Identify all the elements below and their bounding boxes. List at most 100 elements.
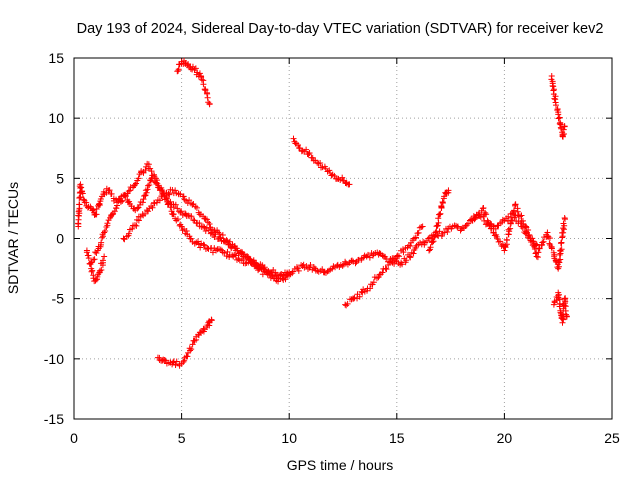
data-point bbox=[533, 253, 540, 260]
data-point bbox=[282, 276, 289, 283]
data-point bbox=[556, 114, 563, 121]
data-layer bbox=[75, 57, 570, 369]
data-point bbox=[561, 215, 568, 222]
data-point bbox=[505, 226, 512, 233]
data-point bbox=[518, 212, 525, 219]
data-point bbox=[172, 201, 179, 208]
data-point bbox=[201, 242, 208, 249]
data-point bbox=[147, 165, 154, 172]
data-point bbox=[290, 135, 297, 142]
data-point bbox=[526, 231, 533, 238]
data-point bbox=[370, 279, 377, 286]
data-point bbox=[162, 192, 169, 199]
data-point bbox=[93, 276, 100, 283]
x-tick-label: 25 bbox=[604, 430, 620, 446]
data-point bbox=[444, 229, 451, 236]
data-point bbox=[132, 181, 139, 188]
data-point bbox=[193, 204, 200, 211]
data-point bbox=[93, 205, 100, 212]
data-point bbox=[194, 238, 201, 245]
y-tick-label: -10 bbox=[44, 351, 64, 367]
data-point bbox=[528, 238, 535, 245]
data-point bbox=[431, 233, 438, 240]
data-point bbox=[563, 313, 570, 320]
data-point bbox=[348, 257, 355, 264]
data-point bbox=[233, 245, 240, 252]
data-point bbox=[427, 244, 434, 251]
data-point bbox=[412, 234, 419, 241]
data-point bbox=[173, 358, 180, 365]
data-point bbox=[197, 329, 204, 336]
data-point bbox=[505, 213, 512, 220]
data-point bbox=[87, 261, 94, 268]
data-point bbox=[432, 229, 439, 236]
data-point bbox=[143, 189, 150, 196]
data-point bbox=[149, 204, 156, 211]
series-arc-rise-17 bbox=[426, 187, 452, 254]
data-point bbox=[133, 180, 140, 187]
data-point bbox=[410, 250, 417, 257]
data-point bbox=[153, 199, 160, 206]
data-point bbox=[111, 208, 118, 215]
data-point bbox=[98, 239, 105, 246]
data-point bbox=[99, 233, 106, 240]
data-point bbox=[253, 261, 260, 268]
data-point bbox=[433, 228, 440, 235]
data-point bbox=[188, 346, 195, 353]
data-point bbox=[406, 253, 413, 260]
data-point bbox=[198, 74, 205, 81]
data-point bbox=[367, 285, 374, 292]
data-point bbox=[96, 267, 103, 274]
data-point bbox=[211, 234, 218, 241]
data-point bbox=[203, 216, 210, 223]
data-point bbox=[76, 194, 83, 201]
data-point bbox=[454, 223, 461, 230]
series-arc-top bbox=[174, 57, 213, 108]
data-point bbox=[548, 245, 555, 252]
data-point bbox=[93, 250, 100, 257]
data-point bbox=[532, 250, 539, 257]
data-point bbox=[400, 249, 407, 256]
data-point bbox=[435, 215, 442, 222]
data-point bbox=[435, 232, 442, 239]
data-point bbox=[376, 250, 383, 257]
data-point bbox=[224, 248, 231, 255]
data-point bbox=[429, 239, 436, 246]
data-point bbox=[326, 167, 333, 174]
data-point bbox=[172, 362, 179, 369]
data-point bbox=[84, 252, 91, 259]
data-point bbox=[131, 222, 138, 229]
data-point bbox=[85, 255, 92, 262]
data-point bbox=[555, 115, 562, 122]
data-point bbox=[438, 203, 445, 210]
data-point bbox=[200, 223, 207, 230]
data-point bbox=[83, 249, 90, 256]
data-point bbox=[174, 216, 181, 223]
data-point bbox=[561, 123, 568, 130]
data-point bbox=[75, 220, 82, 227]
data-point bbox=[305, 265, 311, 272]
data-point bbox=[228, 244, 235, 251]
data-point bbox=[180, 193, 187, 200]
data-point bbox=[197, 244, 204, 251]
data-point bbox=[482, 209, 489, 216]
data-point bbox=[187, 347, 194, 354]
data-point bbox=[129, 225, 136, 232]
data-point bbox=[166, 191, 173, 198]
series-arc-main-c bbox=[120, 186, 282, 282]
data-point bbox=[219, 231, 226, 238]
data-point bbox=[183, 227, 190, 234]
data-point bbox=[144, 182, 151, 189]
data-point bbox=[503, 237, 510, 244]
data-point bbox=[416, 224, 423, 231]
data-point bbox=[206, 221, 213, 228]
data-point bbox=[78, 184, 85, 191]
data-point bbox=[514, 208, 521, 215]
data-point bbox=[196, 70, 203, 77]
data-point bbox=[191, 240, 198, 247]
data-point bbox=[356, 293, 363, 300]
data-point bbox=[102, 227, 109, 234]
data-point bbox=[91, 256, 98, 263]
data-point bbox=[560, 220, 567, 227]
x-axis-title: GPS time / hours bbox=[287, 457, 394, 473]
